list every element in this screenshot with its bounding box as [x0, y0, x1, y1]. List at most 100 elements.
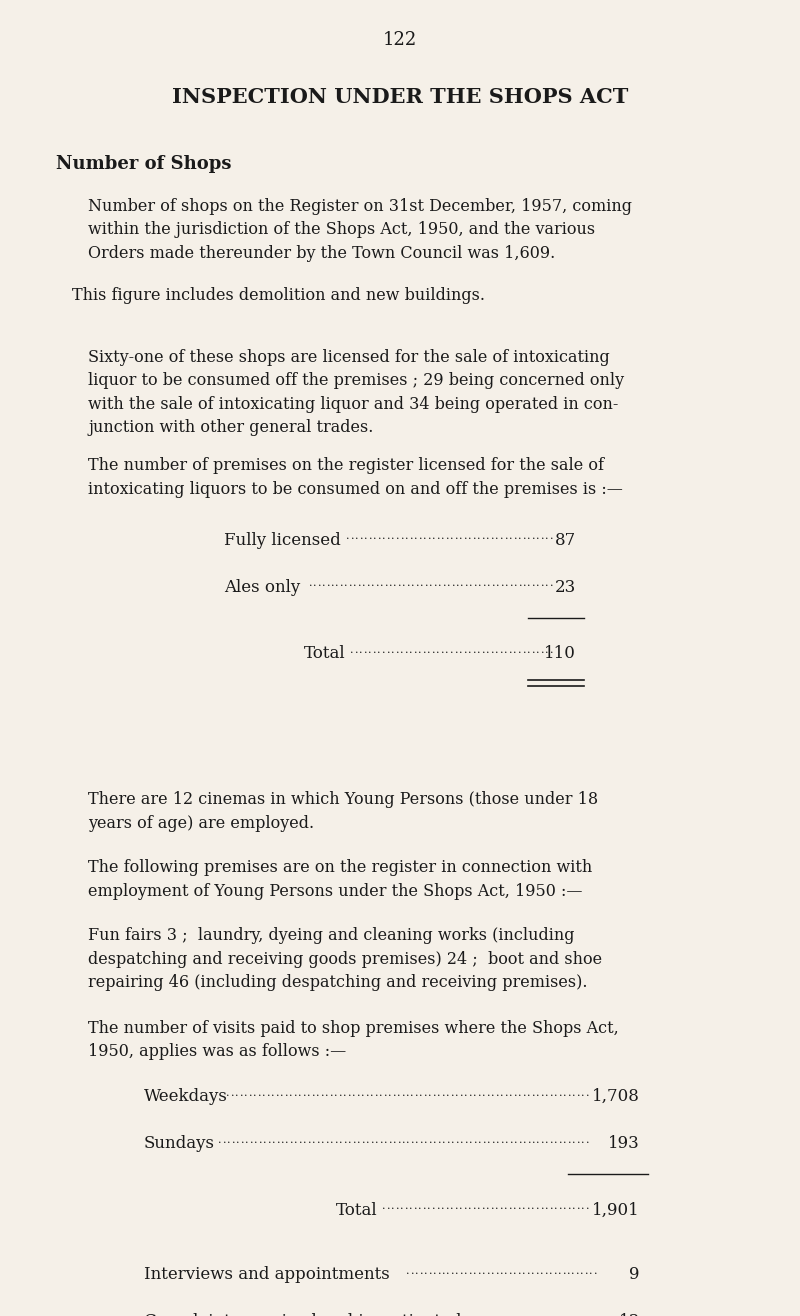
- Text: .: .: [500, 532, 503, 541]
- Text: .: .: [446, 645, 449, 655]
- Text: .: .: [478, 1202, 481, 1212]
- Text: .: .: [482, 1202, 486, 1212]
- Text: There are 12 cinemas in which Young Persons (those under 18
years of age) are em: There are 12 cinemas in which Young Pers…: [88, 791, 598, 832]
- Text: .: .: [391, 1202, 394, 1212]
- Text: .: .: [350, 532, 354, 541]
- Text: .: .: [433, 1266, 437, 1275]
- Text: .: .: [582, 1088, 585, 1098]
- Text: .: .: [490, 1202, 494, 1212]
- Text: .: .: [527, 1134, 531, 1145]
- Text: .: .: [550, 1134, 554, 1145]
- Text: .: .: [396, 532, 399, 541]
- Text: .: .: [411, 1134, 414, 1145]
- Text: .: .: [383, 1088, 387, 1098]
- Text: Fully licensed: Fully licensed: [224, 532, 341, 549]
- Text: .: .: [546, 1134, 549, 1145]
- Text: .: .: [418, 645, 422, 655]
- Text: .: .: [318, 579, 321, 588]
- Text: .: .: [473, 645, 476, 655]
- Text: .: .: [486, 532, 490, 541]
- Text: .: .: [281, 1134, 285, 1145]
- Text: .: .: [482, 1088, 486, 1098]
- Text: .: .: [464, 1202, 467, 1212]
- Text: .: .: [495, 1202, 498, 1212]
- Text: .: .: [545, 1202, 549, 1212]
- Text: .: .: [468, 532, 472, 541]
- Text: .: .: [401, 532, 404, 541]
- Text: .: .: [514, 1134, 518, 1145]
- Text: .: .: [572, 1134, 576, 1145]
- Text: .: .: [385, 579, 388, 588]
- Text: .: .: [391, 532, 395, 541]
- Text: .: .: [340, 579, 343, 588]
- Text: .: .: [568, 1134, 571, 1145]
- Text: .: .: [536, 1266, 539, 1275]
- Text: .: .: [523, 1088, 526, 1098]
- Text: .: .: [514, 532, 517, 541]
- Text: .: .: [456, 579, 459, 588]
- Text: .: .: [316, 1088, 320, 1098]
- Text: .: .: [262, 1088, 266, 1098]
- Text: .: .: [563, 1202, 566, 1212]
- Text: 110: 110: [544, 645, 576, 662]
- Text: .: .: [523, 1134, 526, 1145]
- Text: .: .: [496, 1088, 499, 1098]
- Text: .: .: [389, 579, 393, 588]
- Text: .: .: [368, 645, 372, 655]
- Text: .: .: [450, 532, 454, 541]
- Text: .: .: [438, 1088, 441, 1098]
- Text: .: .: [434, 579, 437, 588]
- Text: .: .: [549, 1312, 552, 1316]
- Text: .: .: [423, 532, 426, 541]
- Text: .: .: [456, 1134, 459, 1145]
- Text: .: .: [379, 1088, 382, 1098]
- Text: .: .: [406, 1088, 410, 1098]
- Text: .: .: [361, 1088, 365, 1098]
- Text: .: .: [424, 1088, 427, 1098]
- Text: .: .: [386, 645, 390, 655]
- Text: .: .: [366, 1088, 369, 1098]
- Text: .: .: [285, 1088, 288, 1098]
- Text: .: .: [354, 645, 358, 655]
- Text: .: .: [410, 1202, 413, 1212]
- Text: .: .: [344, 1134, 347, 1145]
- Text: 23: 23: [554, 579, 576, 596]
- Text: .: .: [558, 1312, 561, 1316]
- Text: .: .: [350, 645, 354, 655]
- Text: .: .: [478, 1134, 482, 1145]
- Text: .: .: [298, 1088, 302, 1098]
- Text: .: .: [330, 1088, 333, 1098]
- Text: .: .: [447, 579, 450, 588]
- Text: Complaints received and investigated: Complaints received and investigated: [144, 1313, 462, 1316]
- Text: Total: Total: [304, 645, 346, 662]
- Text: .: .: [433, 1088, 437, 1098]
- Text: .: .: [375, 1134, 378, 1145]
- Text: .: .: [346, 532, 350, 541]
- Text: .: .: [432, 645, 435, 655]
- Text: 87: 87: [554, 532, 576, 549]
- Text: .: .: [461, 579, 464, 588]
- Text: .: .: [532, 1088, 535, 1098]
- Text: .: .: [540, 1266, 544, 1275]
- Text: .: .: [460, 1266, 463, 1275]
- Text: .: .: [376, 579, 379, 588]
- Text: .: .: [459, 645, 462, 655]
- Text: .: .: [343, 1088, 346, 1098]
- Text: .: .: [325, 1088, 329, 1098]
- Text: .: .: [446, 1266, 450, 1275]
- Text: .: .: [474, 1088, 477, 1098]
- Text: .: .: [531, 1202, 535, 1212]
- Text: .: .: [505, 579, 509, 588]
- Text: .: .: [405, 532, 409, 541]
- Text: .: .: [505, 532, 508, 541]
- Text: .: .: [526, 1312, 530, 1316]
- Text: .: .: [504, 645, 508, 655]
- Text: .: .: [446, 532, 450, 541]
- Text: .: .: [571, 1266, 575, 1275]
- Text: .: .: [263, 1134, 266, 1145]
- Text: .: .: [571, 1312, 574, 1316]
- Text: .: .: [554, 1088, 558, 1098]
- Text: .: .: [562, 1266, 566, 1275]
- Text: .: .: [478, 579, 482, 588]
- Text: .: .: [438, 1266, 441, 1275]
